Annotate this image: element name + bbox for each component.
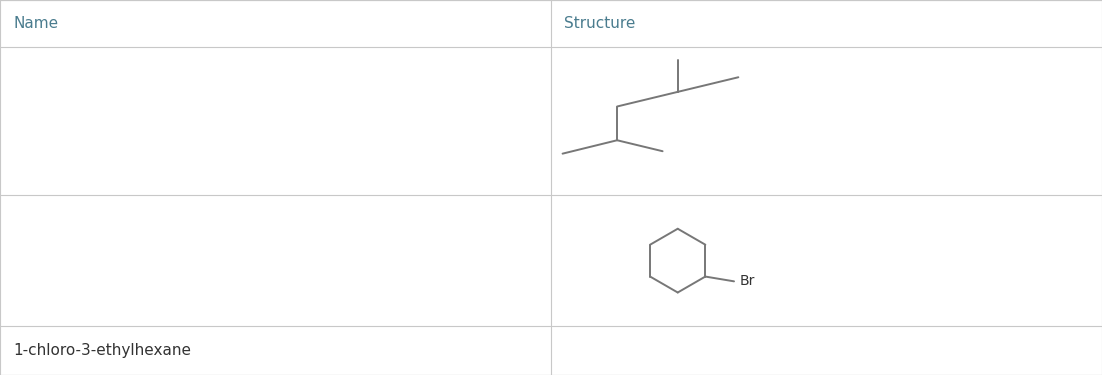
Text: 1-chloro-3-ethylhexane: 1-chloro-3-ethylhexane	[13, 343, 192, 358]
Text: Name: Name	[13, 16, 58, 31]
Text: Structure: Structure	[564, 16, 636, 31]
Text: Br: Br	[739, 274, 755, 288]
